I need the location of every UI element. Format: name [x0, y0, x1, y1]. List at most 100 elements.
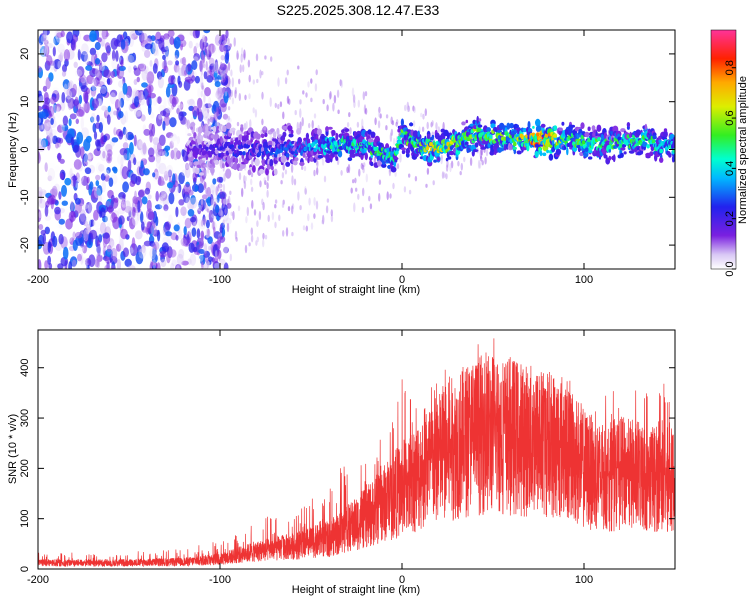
- spectrogram-cell: [66, 31, 74, 44]
- spectrogram-cell: [349, 135, 353, 141]
- spectrogram-cell: [44, 162, 48, 173]
- spectrogram-cell: [201, 82, 205, 92]
- spectrogram-cell: [111, 49, 116, 62]
- spectrogram-cell: [392, 182, 395, 190]
- spectrogram-cell: [202, 63, 210, 73]
- spectrogram-cell: [204, 204, 208, 211]
- spectrogram-cell: [302, 152, 306, 158]
- spectrogram-cell: [329, 91, 332, 99]
- spectrogram-cell: [209, 193, 214, 206]
- spectrogram-cell: [202, 53, 205, 64]
- spectrogram-cell: [58, 233, 64, 245]
- spectrogram-cell: [156, 262, 161, 269]
- spectrogram-cell: [350, 187, 353, 194]
- spectrogram-cell: [445, 164, 449, 172]
- spectrogram-cell: [88, 254, 96, 267]
- spectrogram-cell: [252, 165, 256, 173]
- spectrogram-cell: [181, 56, 187, 66]
- spectrogram-cell: [87, 201, 94, 215]
- spectrogram-cell: [294, 157, 299, 162]
- spectrogram-cell: [201, 85, 205, 90]
- spectrogram-cell: [141, 33, 149, 46]
- spectrogram-cell: [94, 67, 100, 78]
- spectrogram-cell: [166, 164, 174, 177]
- spectrogram-cell: [337, 109, 340, 115]
- spectrogram-cell: [168, 214, 173, 225]
- spectrogram-cell: [57, 43, 65, 54]
- spectrogram-cell: [42, 85, 48, 92]
- spectrogram-cell: [271, 211, 275, 221]
- spectrogram-cell: [116, 243, 122, 252]
- spectrogram-cell: [479, 149, 483, 159]
- spectrogram-cell: [141, 244, 146, 254]
- spectrogram-cell: [167, 182, 174, 189]
- spectrogram-cell: [256, 78, 259, 84]
- spectrogram-cell: [287, 125, 293, 132]
- spectrogram-cell: [213, 197, 218, 204]
- spectrogram-cell: [62, 79, 70, 90]
- spectrogram-cell: [240, 126, 244, 132]
- spectrogram-cell: [138, 248, 146, 259]
- spectrogram-cell: [99, 77, 106, 85]
- spectrogram-cell: [105, 213, 113, 225]
- spectrogram-cell: [390, 128, 394, 136]
- spectrogram-cell: [347, 163, 351, 174]
- spectrogram-cell: [323, 175, 327, 183]
- spectrogram-cell: [287, 206, 291, 212]
- y-tick-label: 0: [19, 566, 31, 572]
- spectrogram-cell: [55, 243, 63, 252]
- spectrogram-cell: [504, 127, 508, 133]
- spectrogram-cell: [163, 97, 167, 110]
- spectrogram-cell: [80, 85, 88, 93]
- spectrogram-cell: [546, 149, 550, 154]
- spectrogram-cell: [308, 122, 311, 129]
- spectrogram-cell: [47, 167, 56, 181]
- spectrogram-cell: [176, 265, 180, 269]
- spectrogram-cell: [305, 92, 308, 98]
- spectrogram-cell: [437, 126, 440, 133]
- spectrogram-cell: [93, 219, 99, 227]
- spectrogram-cell: [263, 126, 267, 131]
- spectrogram-cell: [200, 69, 203, 76]
- spectrogram-cell: [264, 132, 268, 138]
- spectrogram-cell: [211, 147, 216, 152]
- spectrogram-cell: [102, 245, 106, 256]
- spectrogram-cell: [165, 112, 169, 119]
- spectrogram-cell: [201, 51, 204, 59]
- spectrogram-cell: [75, 231, 83, 239]
- spectrogram-cell: [191, 227, 197, 237]
- spectrogram-cell: [388, 167, 392, 177]
- spectrogram-cell: [534, 150, 539, 158]
- spectrogram-cell: [206, 258, 209, 263]
- spectrogram-cell: [254, 158, 260, 167]
- spectrogram-cell: [59, 158, 65, 164]
- spectrogram-cell: [392, 137, 396, 146]
- spectrogram-cell: [340, 170, 343, 176]
- spectrogram-cell: [231, 77, 234, 88]
- spectrogram-cell: [264, 234, 268, 240]
- spectrogram-cell: [362, 91, 365, 101]
- spectrogram-cell: [311, 120, 314, 129]
- spectrogram-cell: [292, 160, 298, 166]
- spectrogram-cell: [197, 97, 203, 109]
- spectrogram-cell: [138, 62, 146, 70]
- spectrogram-cell: [307, 157, 310, 164]
- spectrogram-cell: [252, 79, 255, 85]
- spectrogram-cell: [38, 111, 46, 119]
- spectrogram-cell: [302, 90, 305, 95]
- spectrogram-cell: [206, 208, 210, 213]
- spectrogram-cell: [412, 105, 415, 112]
- spectrogram-cell: [407, 105, 410, 112]
- spectrogram-cell: [230, 127, 236, 132]
- spectrogram-cell: [100, 173, 106, 181]
- spectrogram-cell: [200, 233, 204, 240]
- spectrogram-cell: [206, 258, 209, 269]
- spectrogram-cell: [44, 260, 49, 269]
- spectrogram-cell: [353, 202, 356, 213]
- spectrogram-cell: [106, 244, 112, 252]
- spectrogram-cell: [282, 131, 287, 138]
- spectrogram-cell: [161, 242, 169, 253]
- spectrogram-cell: [186, 119, 191, 130]
- spectrogram-cell: [259, 69, 262, 79]
- spectrogram-cell: [89, 181, 94, 191]
